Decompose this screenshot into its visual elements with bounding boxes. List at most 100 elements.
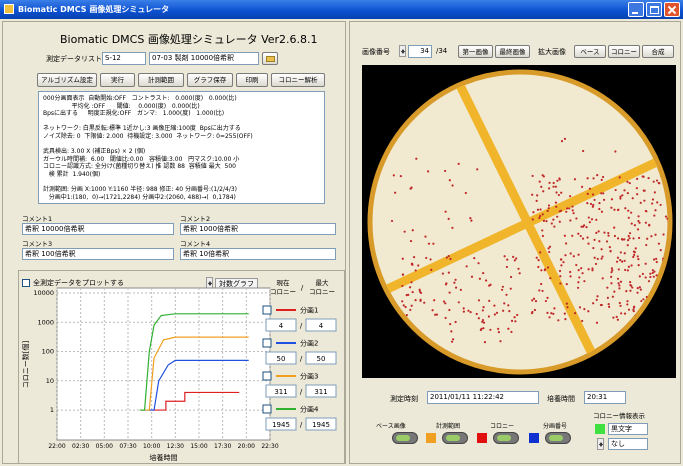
image-total: /34	[436, 47, 448, 55]
colony	[430, 268, 433, 271]
colony	[617, 208, 620, 211]
zoom-colony-button[interactable]: コロニー	[608, 45, 640, 58]
colony	[555, 205, 558, 208]
colony	[623, 252, 626, 255]
right-panel	[349, 21, 681, 464]
range-button[interactable]: 計測範囲	[138, 73, 184, 87]
y-axis-label: コロニー数[個]	[21, 341, 30, 389]
close-button[interactable]	[664, 2, 680, 17]
current-value: 311	[274, 388, 287, 396]
color-swatch[interactable]	[529, 433, 539, 443]
legend-checkbox[interactable]	[262, 305, 272, 315]
colony	[580, 185, 584, 188]
colony	[429, 258, 432, 261]
series-line	[142, 359, 249, 411]
colony	[639, 288, 642, 291]
colony	[546, 209, 549, 213]
colony	[559, 282, 562, 285]
info-line: ノイズ除去: 0 下限値: 2.000 待機設定: 3.000 ネットワーク: …	[43, 132, 253, 140]
culture-label: 培養時間	[547, 395, 575, 403]
colony	[546, 296, 549, 299]
colony	[665, 294, 668, 297]
folder-button[interactable]	[262, 52, 278, 65]
colony	[627, 234, 630, 238]
legend-checkbox[interactable]	[262, 371, 272, 381]
colony	[659, 249, 662, 252]
colony	[659, 311, 662, 314]
colony	[547, 204, 551, 207]
base-toggle[interactable]	[392, 432, 418, 444]
x-tick-label: 02:30	[72, 443, 89, 450]
comment-input[interactable]: 希釈 10000倍希釈	[22, 223, 174, 235]
colony	[623, 238, 626, 241]
colony	[607, 231, 610, 235]
colony	[623, 259, 626, 262]
colony	[470, 275, 474, 278]
colony	[434, 313, 437, 316]
image-no-spinner[interactable]	[399, 45, 406, 57]
legend-checkbox[interactable]	[262, 404, 272, 414]
comment-input[interactable]: 希釈 10倍希釈	[180, 248, 336, 260]
last-image-button[interactable]: 最終画像	[495, 45, 530, 58]
colony	[462, 310, 465, 313]
comment-label: コメント1	[22, 215, 53, 223]
run-button[interactable]: 実行	[100, 73, 135, 87]
colony	[464, 191, 467, 195]
colony-toggle[interactable]	[493, 432, 519, 444]
colony	[409, 239, 413, 243]
zoom-base-button[interactable]: ベース	[574, 45, 606, 58]
data-id-combo[interactable]: S-12	[102, 52, 146, 65]
colony	[485, 279, 488, 282]
colony	[670, 255, 672, 257]
text-color-combo[interactable]: 黒文字	[608, 423, 648, 435]
range-toggle[interactable]	[442, 432, 468, 444]
colony-analysis-button[interactable]: コロニー解析	[271, 73, 325, 87]
colony	[610, 267, 614, 270]
colony	[495, 311, 499, 314]
colony	[581, 237, 585, 240]
colony	[572, 212, 575, 215]
colony	[404, 305, 407, 309]
colony	[550, 312, 553, 315]
comment-input[interactable]: 希釈 1000倍希釈	[180, 223, 336, 235]
info-line: コロニー認識方式: 全分け(菌種切り替え) 推 認数 88 容積値 最大 500	[43, 163, 236, 171]
save-graph-button[interactable]: グラフ保存	[187, 73, 233, 87]
first-image-button[interactable]: 第一画像	[458, 45, 493, 58]
color-swatch[interactable]	[426, 433, 436, 443]
plot-all-checkbox[interactable]	[22, 279, 30, 287]
zoom-composite-button[interactable]: 合成	[642, 45, 674, 58]
colony	[656, 201, 659, 204]
colony	[539, 214, 542, 218]
colony	[650, 308, 653, 311]
colony	[560, 264, 563, 267]
maximize-button[interactable]	[646, 2, 662, 17]
colony	[647, 280, 651, 283]
colony	[499, 340, 502, 343]
colony	[563, 137, 567, 140]
color-swatch[interactable]	[477, 433, 487, 443]
colony	[553, 307, 556, 310]
comment-input[interactable]: 希釈 100倍希釈	[22, 248, 174, 260]
data-name-combo[interactable]: 07-03 製剤 10000倍希釈	[149, 52, 259, 65]
colony	[616, 318, 619, 321]
algorithm-button[interactable]: アルゴリズム設定	[37, 73, 97, 87]
colony	[448, 308, 451, 312]
color-swatch[interactable]	[595, 424, 605, 434]
legend-checkbox[interactable]	[262, 338, 272, 348]
number-combo[interactable]: なし	[608, 438, 648, 450]
colony	[606, 286, 609, 289]
minimize-button[interactable]	[628, 2, 644, 17]
number-spinner[interactable]	[597, 438, 604, 450]
colony	[590, 218, 594, 221]
image-no-input[interactable]: 34	[408, 45, 432, 58]
number-toggle[interactable]	[545, 432, 571, 444]
info-line: 武具検出: 3.00 X (補正Bps) × 2 (個)	[43, 148, 146, 156]
colony	[653, 270, 656, 273]
colony	[586, 192, 589, 195]
colony	[415, 157, 418, 160]
print-button[interactable]: 印刷	[236, 73, 268, 87]
colony	[648, 224, 651, 227]
colony	[457, 301, 460, 304]
current-value: 1945	[272, 421, 290, 429]
colony	[625, 290, 628, 293]
